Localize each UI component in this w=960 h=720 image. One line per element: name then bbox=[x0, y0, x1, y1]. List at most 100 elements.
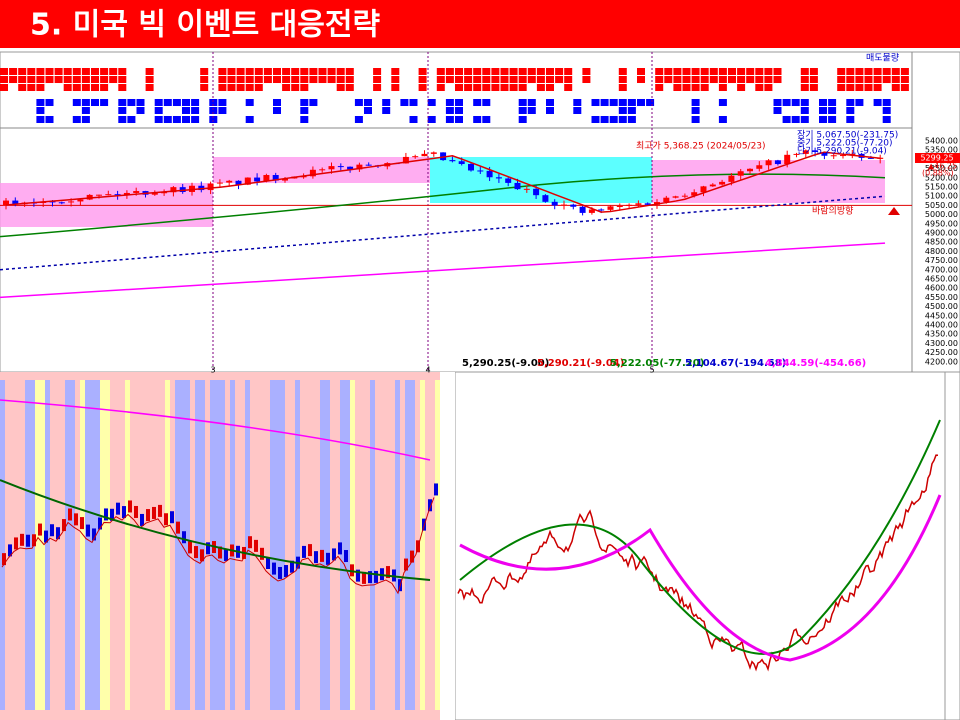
sell-block bbox=[81, 76, 90, 83]
candle bbox=[477, 170, 484, 172]
sell-block bbox=[200, 84, 209, 91]
sell-block bbox=[336, 68, 345, 75]
candle bbox=[337, 166, 344, 168]
sell-block bbox=[700, 84, 709, 91]
sell-block bbox=[72, 84, 81, 91]
sell-block bbox=[655, 84, 664, 91]
buy-block bbox=[800, 107, 809, 114]
buy-block bbox=[354, 116, 363, 123]
sell-block bbox=[673, 68, 682, 75]
candle bbox=[840, 155, 846, 157]
price-tick: 4650.00 bbox=[925, 275, 958, 284]
sell-block bbox=[218, 76, 227, 83]
buy-block bbox=[573, 107, 582, 114]
buy-block bbox=[100, 99, 109, 106]
price-tick: 4450.00 bbox=[925, 311, 958, 320]
candle bbox=[254, 177, 261, 182]
buy-block bbox=[273, 107, 281, 114]
sell-block bbox=[737, 76, 746, 83]
buy-block bbox=[819, 107, 827, 114]
sell-block bbox=[464, 84, 473, 91]
sell-block bbox=[445, 76, 454, 83]
candle-small bbox=[278, 566, 282, 579]
sell-block bbox=[0, 68, 8, 75]
sell-block bbox=[245, 84, 254, 91]
buy-block bbox=[627, 116, 636, 123]
buy-block bbox=[800, 116, 809, 123]
candle bbox=[263, 175, 270, 182]
buy-block bbox=[828, 116, 837, 123]
candle bbox=[588, 209, 595, 213]
candle bbox=[672, 196, 679, 198]
buy-block bbox=[81, 107, 90, 114]
buy-block bbox=[618, 116, 627, 123]
candle-small bbox=[218, 546, 222, 559]
sell-block bbox=[773, 68, 782, 75]
sell-block bbox=[682, 84, 691, 91]
bg-band bbox=[180, 380, 185, 710]
sell-block bbox=[309, 76, 318, 83]
bg-band bbox=[175, 380, 180, 710]
candle bbox=[216, 182, 223, 184]
footer-value: 5,290.21(-9.04) bbox=[537, 358, 624, 369]
sell-block bbox=[673, 76, 682, 83]
buy-block bbox=[427, 99, 436, 106]
candle bbox=[468, 164, 474, 171]
candle bbox=[663, 197, 670, 203]
annotation: 바람의방향 bbox=[812, 205, 853, 217]
candle bbox=[561, 204, 567, 206]
candle bbox=[616, 205, 623, 207]
candle-small bbox=[428, 499, 432, 512]
bg-band bbox=[125, 380, 130, 710]
sell-block bbox=[81, 84, 90, 91]
candle-small bbox=[326, 552, 330, 565]
candle-small bbox=[2, 553, 6, 566]
candle-small bbox=[254, 539, 258, 552]
candle-small bbox=[170, 511, 174, 524]
sell-block bbox=[527, 76, 536, 83]
candle bbox=[681, 195, 688, 197]
buy-block bbox=[718, 99, 727, 106]
sell-block bbox=[72, 68, 81, 75]
candle-small bbox=[56, 527, 60, 540]
sell-block bbox=[45, 68, 54, 75]
sell-block bbox=[27, 84, 36, 91]
sell-block bbox=[263, 68, 272, 75]
buy-block bbox=[172, 99, 181, 106]
sell-block bbox=[18, 84, 27, 91]
sell-block bbox=[391, 76, 400, 83]
buy-block bbox=[473, 99, 482, 106]
buy-block bbox=[127, 116, 136, 123]
sell-block bbox=[637, 76, 645, 83]
buy-block bbox=[72, 116, 81, 123]
sell-block bbox=[36, 84, 45, 91]
sell-block bbox=[700, 68, 709, 75]
sell-block bbox=[536, 76, 545, 83]
sell-block bbox=[418, 76, 427, 83]
buy-block bbox=[427, 116, 436, 123]
candle bbox=[626, 204, 633, 206]
candle bbox=[486, 170, 493, 178]
buy-block bbox=[191, 116, 200, 123]
buy-block bbox=[118, 107, 127, 114]
sell-block bbox=[746, 76, 755, 83]
title-bar bbox=[0, 0, 960, 48]
sell-block bbox=[36, 76, 45, 83]
sell-block bbox=[464, 68, 473, 75]
sell-block bbox=[100, 76, 109, 83]
price-tick: 4350.00 bbox=[925, 330, 958, 339]
sell-block bbox=[455, 84, 463, 91]
buy-block bbox=[828, 99, 837, 106]
candle bbox=[161, 192, 168, 194]
buy-block bbox=[846, 116, 855, 123]
buy-block bbox=[182, 99, 190, 106]
bg-band bbox=[40, 380, 45, 710]
sell-block bbox=[846, 68, 855, 75]
bg-band bbox=[85, 380, 90, 710]
sell-block bbox=[891, 84, 900, 91]
sell-block bbox=[873, 76, 882, 83]
bg-band bbox=[105, 380, 110, 710]
price-tick: 5150.00 bbox=[925, 183, 958, 192]
sell-block bbox=[718, 76, 727, 83]
sell-block bbox=[500, 84, 509, 91]
